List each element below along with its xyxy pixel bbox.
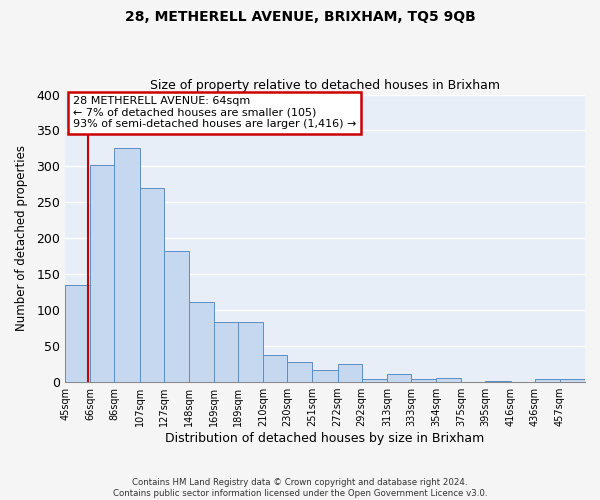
Title: Size of property relative to detached houses in Brixham: Size of property relative to detached ho… xyxy=(150,79,500,92)
Bar xyxy=(65,285,90,382)
Bar xyxy=(238,322,263,382)
Bar xyxy=(115,148,140,382)
Bar xyxy=(387,374,411,382)
Bar xyxy=(411,379,436,382)
Text: 28, METHERELL AVENUE, BRIXHAM, TQ5 9QB: 28, METHERELL AVENUE, BRIXHAM, TQ5 9QB xyxy=(125,10,475,24)
Bar xyxy=(214,322,238,382)
Bar xyxy=(436,378,461,382)
Bar xyxy=(263,356,287,382)
X-axis label: Distribution of detached houses by size in Brixham: Distribution of detached houses by size … xyxy=(166,432,485,445)
Bar xyxy=(338,364,362,382)
Bar xyxy=(485,380,511,382)
Bar xyxy=(164,252,189,382)
Bar xyxy=(189,302,214,382)
Bar xyxy=(535,379,560,382)
Bar xyxy=(90,165,115,382)
Y-axis label: Number of detached properties: Number of detached properties xyxy=(15,146,28,332)
Bar xyxy=(313,370,338,382)
Bar xyxy=(140,188,164,382)
Bar xyxy=(560,379,585,382)
Bar xyxy=(362,379,387,382)
Text: 28 METHERELL AVENUE: 64sqm
← 7% of detached houses are smaller (105)
93% of semi: 28 METHERELL AVENUE: 64sqm ← 7% of detac… xyxy=(73,96,356,129)
Text: Contains HM Land Registry data © Crown copyright and database right 2024.
Contai: Contains HM Land Registry data © Crown c… xyxy=(113,478,487,498)
Bar xyxy=(287,362,313,382)
